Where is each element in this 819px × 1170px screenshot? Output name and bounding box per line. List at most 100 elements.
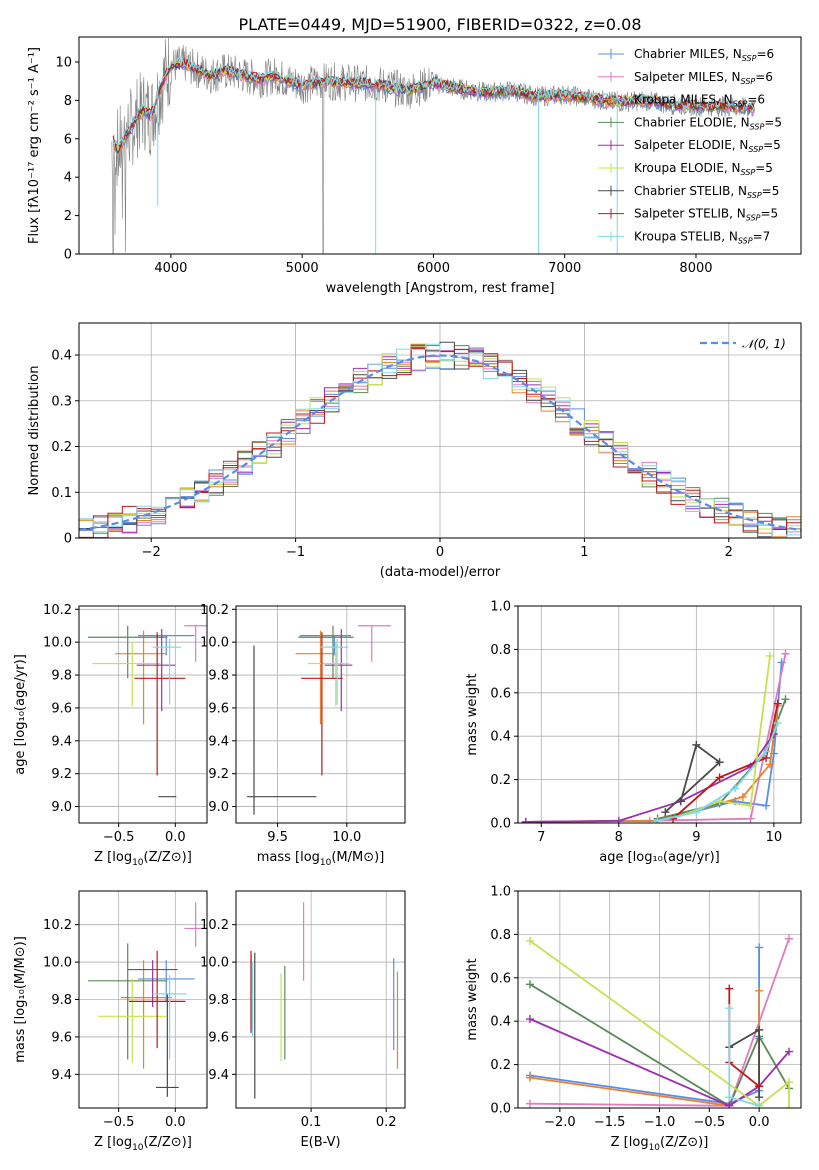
weight-marker-kroupa_stelib [725, 1004, 734, 1013]
axes: 4000 5000 6000 7000 8000 0 2 4 6 8 10 wavelength [A… [27, 36, 802, 296]
x-tick-label: 10 [766, 830, 783, 845]
legend-sub: SSP [746, 214, 761, 223]
x-tick-label: −2.0 [544, 1115, 576, 1130]
x-tick-label: −0.5 [103, 830, 135, 845]
weight-marker-chabrier_stelib [676, 797, 685, 806]
y-tick-label: 0.2 [490, 773, 511, 788]
x-tick-label: 0 [436, 545, 444, 560]
y-tick-label: 0.6 [490, 686, 511, 701]
legend-entry: Chabrier MILES, NSSP=6 [634, 47, 774, 63]
x-tick-label: 7 [537, 830, 545, 845]
weight-marker-salpeter_elodie [521, 817, 530, 823]
weight-marker-salpeter_miles [785, 934, 794, 943]
legend-sub: SSP [747, 191, 762, 200]
plot-area [79, 341, 801, 538]
y-tick-label: 0.8 [490, 643, 511, 658]
x-label-main: mass [log [257, 850, 320, 865]
weight-marker-kroupa_stelib [725, 1093, 734, 1102]
x-tick-label: −0.5 [694, 1115, 726, 1130]
legend-entry: Salpeter STELIB, NSSP=5 [634, 207, 778, 223]
x-label-rest: (Z/Z⊙)] [660, 1135, 708, 1150]
weight-line-chabrier_elodie [657, 698, 787, 820]
y-tick-label: 9.6 [51, 701, 72, 716]
axes: 9.5 10.0 9.0 9.2 9.4 9.6 9.8 10.0 10.2 mass [log1… [200, 603, 406, 868]
weight-marker-chabrier_stelib [661, 808, 670, 817]
y-tick-label: 9.2 [208, 767, 229, 782]
y-tick-label: 9.8 [208, 669, 229, 684]
spectrum-panel: 4000 5000 6000 7000 8000 0 2 4 6 8 10 wavelength [A… [27, 36, 802, 296]
y-tick-label: 10.2 [43, 603, 72, 618]
x-axis-label: mass [log10(M/M⊙)] [257, 850, 385, 868]
weight-marker-chabrier_elodie [781, 695, 790, 704]
x-tick-label: 0.1 [301, 1115, 322, 1130]
x-tick-label: 7000 [548, 261, 581, 276]
x-tick-label: 9.5 [267, 830, 288, 845]
legend-suffix: =5 [760, 207, 778, 221]
y-tick-label: 9.6 [51, 1030, 72, 1045]
y-tick-label: 1.0 [490, 600, 511, 615]
y-tick-label: 9.4 [51, 734, 72, 749]
weight-marker-chabrier_stelib [692, 740, 701, 749]
weight-marker-chabrier_miles [755, 943, 764, 952]
plot-area [111, 37, 756, 254]
x-label-main: Z [log [94, 850, 132, 865]
y-tick-label: 0.4 [51, 349, 72, 364]
weight-marker-kroupa_stelib [762, 747, 771, 756]
weight-marker-salpeter_stelib [715, 773, 724, 782]
legend-entry: Chabrier STELIB, NSSP=5 [634, 184, 779, 200]
weight-marker-chabrier_stelib [755, 1025, 764, 1034]
z-age-panel: −0.5 0.0 9.0 9.2 9.4 9.6 9.8 10.0 10.2 Z [log10(Z… [13, 603, 208, 868]
legend-prefix: Salpeter ELODIE, N [634, 138, 748, 152]
x-tick-label: −1.5 [594, 1115, 626, 1130]
x-label-sub: 10 [132, 858, 144, 868]
y-tick-label: 10.0 [200, 956, 229, 971]
x-axis-label: E(B-V) [300, 1135, 340, 1150]
y-tick-label: 9.6 [208, 1030, 229, 1045]
y-tick-label: 10.2 [200, 918, 229, 933]
legend-sub: SSP [750, 122, 765, 131]
axes: −2 −1 0 1 2 0 0.1 0.2 0.3 0.4 (data-model)/error No… [27, 322, 802, 580]
weight-marker-kroupa_stelib [731, 784, 740, 793]
x-axis-label: wavelength [Angstrom, rest frame] [326, 281, 555, 296]
weight-marker-kroupa_elodie [785, 1077, 794, 1086]
age-weight-panel: 7 8 9 10 0.0 0.2 0.4 0.6 0.8 1.0 age [log₁₀(age/yr… [465, 600, 802, 865]
legend-prefix: Kroupa MILES, N [634, 93, 733, 107]
mass-age-panel: 9.5 10.0 9.0 9.2 9.4 9.6 9.8 10.0 10.2 mass [log1… [200, 603, 406, 868]
y-tick-label: 10.0 [43, 956, 72, 971]
weight-marker-salpeter_stelib [773, 699, 782, 708]
reference-legend-label: 𝒩(0, 1) [742, 337, 786, 351]
y-axis-label: mass weight [465, 958, 480, 1040]
axes: −0.5 0.0 9.0 9.2 9.4 9.6 9.8 10.0 10.2 Z [log10(Z… [13, 603, 208, 868]
legend-suffix: =6 [756, 47, 774, 61]
y-tick-label: 0.1 [51, 486, 72, 501]
y-tick-label: 9.0 [51, 800, 72, 815]
weight-marker-salpeter_miles [781, 649, 790, 658]
legend-suffix: =5 [763, 138, 781, 152]
weight-marker-kroupa_elodie [746, 801, 755, 810]
model-kroupa_stelib [112, 57, 755, 148]
y-tick-label: 0.4 [490, 730, 511, 745]
legend-entry: Kroupa STELIB, NSSP=7 [634, 229, 770, 245]
plot-area [525, 934, 794, 1108]
x-label-sub: 10 [649, 1143, 661, 1153]
legend-prefix: Chabrier ELODIE, N [634, 115, 750, 129]
y-tick-label: 9.4 [208, 1068, 229, 1083]
x-axis-label: age [log₁₀(age/yr)] [599, 850, 720, 865]
weight-marker-salpeter_miles [746, 814, 755, 823]
legend-sub: SSP [733, 100, 748, 109]
weight-marker-kroupa_stelib [755, 1101, 764, 1108]
legend-suffix: =6 [747, 93, 765, 107]
weight-marker-salpeter_elodie [725, 1101, 734, 1108]
axes-frame [78, 605, 208, 824]
y-tick-label: 10.2 [200, 603, 229, 618]
y-axis-label: age [log₁₀(age/yr)] [13, 654, 28, 775]
weight-marker-salpeter_stelib [725, 984, 734, 993]
legend-entry: Kroupa MILES, NSSP=6 [634, 93, 765, 109]
legend-sub: SSP [742, 54, 757, 63]
z-weight-panel: −2.0 −1.5 −1.0 −0.5 0.0 0.0 0.2 0.4 0.6 0.8 1.0 Z [… [465, 885, 802, 1153]
y-tick-label: 0.4 [490, 1015, 511, 1030]
axes-frame [517, 605, 802, 824]
y-tick-label: 0 [64, 532, 72, 547]
x-tick-label: 8 [615, 830, 623, 845]
